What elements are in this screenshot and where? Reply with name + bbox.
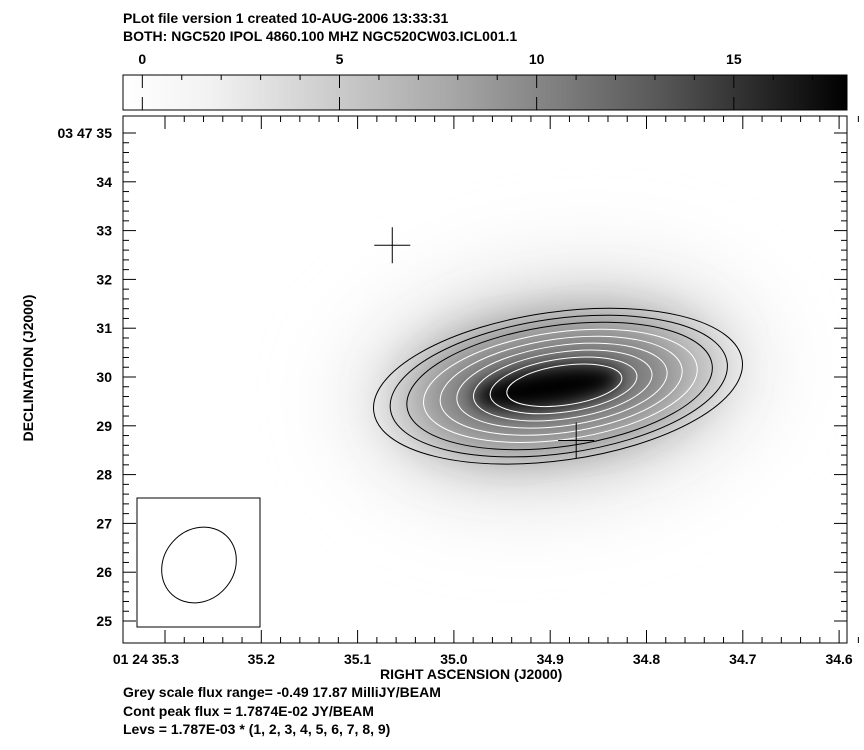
contour-levels: Levs = 1.787E-03 * (1, 2, 3, 4, 5, 6, 7,…: [123, 721, 391, 737]
x-tick-label: 01 24 35.3: [113, 651, 179, 667]
contour-peak-flux: Cont peak flux = 1.7874E-02 JY/BEAM: [123, 703, 374, 719]
x-tick-label: 34.6: [825, 651, 852, 667]
beam-ellipse: [161, 526, 237, 604]
y-tick-label: 34: [96, 174, 112, 190]
contour-level-9: [506, 363, 623, 408]
y-tick-label: 29: [96, 418, 112, 434]
plot-frame: [122, 115, 848, 644]
flux-contours: [373, 307, 743, 465]
colorbar-tick-label: 0: [138, 51, 146, 67]
x-tick-label: 35.1: [344, 651, 371, 667]
colorbar: [122, 74, 848, 111]
x-tick-label: 34.8: [633, 651, 660, 667]
y-tick-label: 32: [96, 271, 112, 287]
x-tick-label: 34.7: [729, 651, 756, 667]
contour-level-6: [456, 342, 668, 429]
colorbar-ticks: 0 5 10 15: [138, 51, 814, 110]
plot-title-line-1: PLot file version 1 created 10-AUG-2006 …: [123, 10, 449, 26]
x-tick-label: 35.0: [440, 651, 467, 667]
x-tick-label: 35.2: [248, 651, 275, 667]
y-axis-label: DECLINATION (J2000): [20, 294, 36, 442]
contour-level-3: [406, 321, 713, 451]
grey-scale-range: Grey scale flux range= -0.49 17.87 Milli…: [123, 684, 441, 700]
y-tick-label: 26: [96, 564, 112, 580]
contour-level-5: [439, 335, 683, 436]
y-tick-label: 03 47 35: [58, 125, 113, 141]
x-axis-label: RIGHT ASCENSION (J2000): [380, 666, 563, 682]
contour-level-7: [472, 349, 653, 422]
colorbar-tick-label: 10: [529, 51, 545, 67]
plot-title-line-2: BOTH: NGC520 IPOL 4860.100 MHZ NGC520CW0…: [123, 28, 518, 44]
contour-level-8: [489, 356, 638, 415]
y-tick-label: 31: [96, 320, 112, 336]
y-tick-label: 28: [96, 467, 112, 483]
position-markers: [374, 227, 595, 459]
x-tick-label: 34.9: [537, 651, 564, 667]
contour-level-4: [423, 328, 698, 443]
contour-level-2: [389, 314, 728, 458]
y-tick-label: 30: [96, 369, 112, 385]
colorbar-tick-label: 15: [726, 51, 742, 67]
colorbar-tick-label: 5: [336, 51, 344, 67]
y-tick-label: 33: [96, 223, 112, 239]
contour-level-1: [373, 307, 743, 465]
y-tick-label: 25: [96, 613, 112, 629]
axes-ticks: 01 24 35.3 35.2 35.1 35.0 34.9 34.8 34.7 34.6 34…: [58, 116, 859, 667]
beam-inset: [136, 497, 261, 628]
emission-grey-scale: [348, 261, 766, 507]
y-tick-label: 27: [96, 515, 112, 531]
